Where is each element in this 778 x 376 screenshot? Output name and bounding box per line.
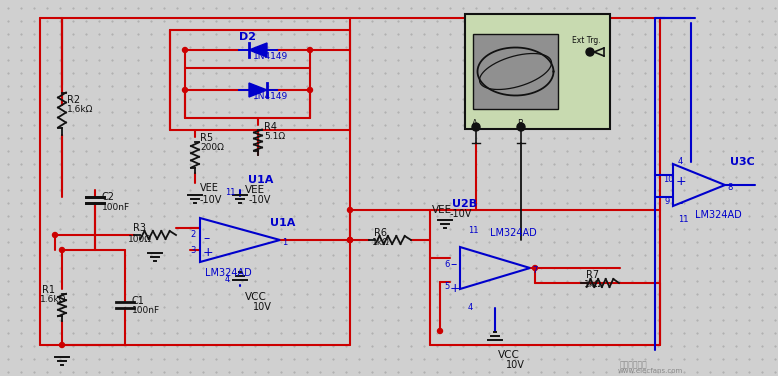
Text: U1A: U1A — [270, 218, 296, 228]
Text: 1: 1 — [282, 238, 287, 247]
Polygon shape — [249, 43, 267, 57]
Text: 2: 2 — [190, 230, 195, 239]
Text: U1A: U1A — [248, 175, 273, 185]
Text: 4: 4 — [678, 157, 683, 166]
Circle shape — [183, 47, 187, 53]
Text: 7: 7 — [532, 266, 538, 275]
Text: 1.6kΩ: 1.6kΩ — [67, 105, 93, 114]
Text: R4: R4 — [264, 122, 277, 132]
Circle shape — [52, 232, 58, 238]
Text: 100Ω: 100Ω — [128, 235, 152, 244]
Text: U2B: U2B — [452, 199, 477, 209]
Text: 200Ω: 200Ω — [200, 143, 224, 152]
Text: 10V: 10V — [253, 302, 272, 312]
Text: 100nF: 100nF — [102, 203, 130, 212]
Text: 11: 11 — [468, 226, 478, 235]
Text: -10V: -10V — [249, 195, 272, 205]
Text: 1N4149: 1N4149 — [253, 52, 289, 61]
Circle shape — [532, 265, 538, 270]
Circle shape — [59, 343, 65, 347]
Text: R3: R3 — [133, 223, 146, 233]
Text: +: + — [203, 246, 214, 259]
Text: VCC: VCC — [245, 292, 267, 302]
Circle shape — [472, 123, 480, 131]
Text: 100nF: 100nF — [132, 306, 160, 315]
Text: A: A — [472, 119, 478, 128]
Text: R7: R7 — [586, 270, 599, 280]
Text: 8: 8 — [727, 183, 732, 192]
Polygon shape — [249, 83, 267, 97]
Circle shape — [307, 88, 313, 92]
Circle shape — [348, 238, 352, 243]
Text: D2: D2 — [240, 32, 257, 42]
Text: +: + — [450, 282, 461, 295]
Text: 6: 6 — [444, 260, 450, 269]
Circle shape — [307, 47, 313, 53]
Circle shape — [348, 208, 352, 212]
Text: –: – — [676, 197, 682, 210]
Text: 4: 4 — [468, 303, 473, 312]
Text: R6: R6 — [374, 228, 387, 238]
Bar — [473, 34, 558, 109]
Text: R5: R5 — [200, 133, 213, 143]
Text: +: + — [676, 175, 687, 188]
Text: U3C: U3C — [730, 157, 755, 167]
Circle shape — [437, 329, 443, 334]
Text: 1N4149: 1N4149 — [253, 92, 289, 101]
Text: C2: C2 — [102, 192, 115, 202]
Text: LM324AD: LM324AD — [490, 228, 537, 238]
Text: 1.6kΩ: 1.6kΩ — [40, 295, 66, 304]
FancyBboxPatch shape — [465, 14, 610, 129]
Circle shape — [348, 238, 352, 243]
Text: 4: 4 — [225, 275, 230, 284]
Text: –: – — [203, 232, 209, 245]
Text: R1: R1 — [42, 285, 55, 295]
Circle shape — [183, 88, 187, 92]
Text: www.elecfans.com: www.elecfans.com — [618, 368, 683, 374]
Text: -10V: -10V — [450, 209, 472, 219]
Circle shape — [517, 123, 525, 131]
Text: VEE: VEE — [200, 183, 219, 193]
Text: C1: C1 — [132, 296, 145, 306]
Text: 11: 11 — [678, 215, 689, 224]
Text: 1kΩ: 1kΩ — [372, 238, 390, 247]
Text: VEE: VEE — [245, 185, 265, 195]
Circle shape — [59, 247, 65, 253]
Text: 9: 9 — [665, 197, 671, 206]
Text: R2: R2 — [67, 95, 80, 105]
Text: 11: 11 — [225, 188, 236, 197]
Text: LM324AD: LM324AD — [695, 210, 741, 220]
Text: 5.1Ω: 5.1Ω — [264, 132, 285, 141]
Text: 3: 3 — [190, 246, 195, 255]
Circle shape — [586, 48, 594, 56]
Text: LM324AD: LM324AD — [205, 268, 252, 278]
Text: 1kΩ: 1kΩ — [584, 280, 601, 289]
Text: -10V: -10V — [200, 195, 223, 205]
Text: 10V: 10V — [506, 360, 525, 370]
Text: 汇江电子技术: 汇江电子技术 — [620, 360, 648, 369]
Text: Ext Trg.: Ext Trg. — [572, 36, 601, 45]
Text: 10: 10 — [663, 175, 674, 184]
Text: –: – — [450, 258, 456, 271]
Text: VCC: VCC — [498, 350, 520, 360]
Text: VEE: VEE — [432, 205, 452, 215]
Text: B: B — [517, 119, 523, 128]
Text: 5: 5 — [444, 282, 449, 291]
